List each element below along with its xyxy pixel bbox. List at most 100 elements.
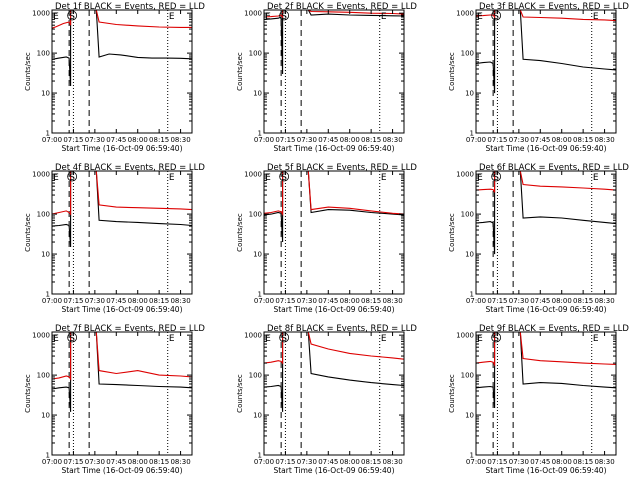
x-tick-label: 07:00 (254, 136, 274, 144)
x-tick-label: 08:00 (552, 297, 572, 305)
event-marker-circle (279, 332, 290, 343)
x-axis-title: Start Time (16-Oct-09 06:59:40) (273, 305, 394, 314)
x-tick-label: 07:15 (275, 297, 295, 305)
panel-title: Det 7f BLACK = Events, RED = LLD (55, 324, 205, 334)
event-marker-e-3: E (593, 334, 599, 344)
events-series-line (264, 10, 404, 75)
lld-series-line (52, 10, 192, 29)
y-tick-label: 10 (465, 412, 474, 420)
event-marker-e-3: E (169, 334, 175, 344)
y-axis-title: Counts/sec (236, 374, 244, 413)
event-marker-e-3: E (169, 12, 175, 22)
x-axis-title: Start Time (16-Oct-09 06:59:40) (485, 466, 606, 475)
events-series-line (476, 171, 616, 255)
events-series-line (264, 332, 404, 412)
x-axis-title: Start Time (16-Oct-09 06:59:40) (273, 144, 394, 153)
y-tick-label: 1000 (32, 10, 50, 18)
x-tick-label: 07:00 (42, 458, 62, 466)
x-tick-label: 07:45 (530, 297, 550, 305)
y-tick-label: 10 (41, 412, 50, 420)
plot-frame (263, 9, 405, 134)
event-marker-e-1: E (53, 12, 59, 22)
event-marker-e-3: E (381, 12, 387, 22)
x-tick-label: 08:00 (552, 458, 572, 466)
events-series-line (476, 332, 616, 409)
event-marker-s-2: S (69, 334, 75, 344)
event-marker-s-2: S (69, 12, 75, 22)
x-tick-label: 08:15 (149, 136, 169, 144)
x-tick-label: 07:30 (509, 297, 529, 305)
event-marker-circle (279, 10, 290, 21)
event-marker-circle (67, 171, 78, 182)
event-marker-s-2: S (69, 173, 75, 183)
x-tick-label: 08:30 (382, 458, 402, 466)
x-axis-title: Start Time (16-Oct-09 06:59:40) (485, 305, 606, 314)
x-tick-label: 07:15 (63, 458, 83, 466)
x-tick-label: 07:45 (530, 458, 550, 466)
y-tick-label: 1 (258, 291, 262, 299)
y-tick-label: 10 (41, 90, 50, 98)
y-tick-label: 100 (249, 50, 262, 58)
y-axis-title: Counts/sec (448, 52, 456, 91)
y-tick-label: 1 (258, 130, 262, 138)
x-tick-label: 08:15 (573, 136, 593, 144)
event-marker-e-1: E (53, 173, 59, 183)
event-marker-s-2: S (281, 334, 287, 344)
x-axis-title: Start Time (16-Oct-09 06:59:40) (61, 144, 182, 153)
x-tick-label: 08:30 (594, 458, 614, 466)
x-tick-label: 07:00 (466, 136, 486, 144)
x-tick-label: 08:30 (382, 297, 402, 305)
x-tick-label: 07:15 (487, 458, 507, 466)
x-tick-label: 07:15 (487, 136, 507, 144)
y-axis-title: Counts/sec (448, 213, 456, 252)
y-tick-label: 10 (465, 90, 474, 98)
x-axis-title: Start Time (16-Oct-09 06:59:40) (273, 466, 394, 475)
y-tick-label: 1 (46, 130, 50, 138)
panel-title: Det 5f BLACK = Events, RED = LLD (267, 163, 417, 173)
x-tick-label: 07:45 (106, 458, 126, 466)
y-axis-title: Counts/sec (24, 52, 32, 91)
panel-title: Det 1f BLACK = Events, RED = LLD (55, 2, 205, 12)
lld-series-line (52, 171, 192, 216)
y-axis-title: Counts/sec (236, 213, 244, 252)
plot-frame (51, 170, 193, 295)
event-marker-circle (67, 332, 78, 343)
plot-frame (263, 331, 405, 456)
y-tick-label: 10 (253, 251, 262, 259)
x-tick-label: 08:15 (573, 297, 593, 305)
x-axis-title: Start Time (16-Oct-09 06:59:40) (61, 305, 182, 314)
x-tick-label: 08:00 (340, 458, 360, 466)
x-tick-label: 08:30 (594, 297, 614, 305)
x-tick-label: 08:30 (382, 136, 402, 144)
events-series-line (476, 10, 616, 94)
x-tick-label: 08:00 (128, 458, 148, 466)
y-tick-label: 1000 (32, 171, 50, 179)
event-marker-s-2: S (493, 12, 499, 22)
event-marker-e-1: E (477, 173, 483, 183)
y-tick-label: 100 (37, 211, 50, 219)
lld-series-line (264, 332, 404, 365)
event-marker-s-2: S (493, 173, 499, 183)
panel-title: Det 2f BLACK = Events, RED = LLD (267, 2, 417, 12)
event-marker-circle (491, 332, 502, 343)
x-tick-label: 08:30 (170, 297, 190, 305)
x-tick-label: 07:00 (42, 136, 62, 144)
x-tick-label: 07:30 (297, 458, 317, 466)
x-tick-label: 08:00 (552, 136, 572, 144)
x-tick-label: 07:00 (466, 458, 486, 466)
x-tick-label: 07:45 (530, 136, 550, 144)
plot-frame (475, 170, 617, 295)
x-axis-title: Start Time (16-Oct-09 06:59:40) (485, 144, 606, 153)
event-marker-circle (67, 10, 78, 21)
x-tick-label: 08:15 (149, 297, 169, 305)
y-tick-label: 100 (249, 372, 262, 380)
x-axis-title: Start Time (16-Oct-09 06:59:40) (61, 466, 182, 475)
y-tick-label: 1 (470, 291, 474, 299)
x-tick-label: 07:15 (487, 297, 507, 305)
y-tick-label: 1 (470, 130, 474, 138)
x-tick-label: 07:30 (509, 458, 529, 466)
y-axis-title: Counts/sec (24, 213, 32, 252)
